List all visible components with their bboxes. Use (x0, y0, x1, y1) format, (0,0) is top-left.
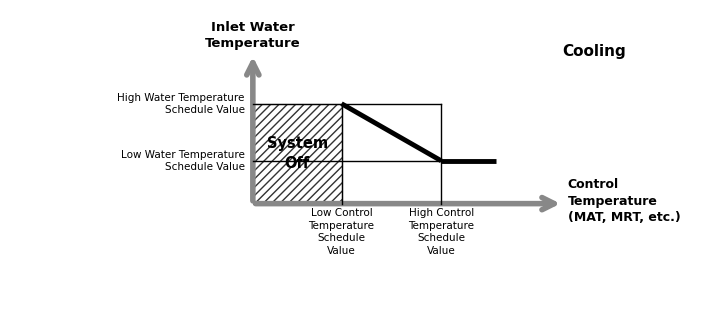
Text: High Control
Temperature
Schedule
Value: High Control Temperature Schedule Value (408, 208, 474, 256)
Text: Inlet Water
Temperature: Inlet Water Temperature (205, 21, 300, 50)
Text: High Water Temperature
Schedule Value: High Water Temperature Schedule Value (117, 92, 245, 115)
Text: Low Water Temperature
Schedule Value: Low Water Temperature Schedule Value (121, 150, 245, 172)
Text: Low Control
Temperature
Schedule
Value: Low Control Temperature Schedule Value (308, 208, 375, 256)
Polygon shape (253, 104, 342, 204)
Text: System
Off: System Off (267, 136, 327, 171)
Text: Control
Temperature
(MAT, MRT, etc.): Control Temperature (MAT, MRT, etc.) (568, 178, 681, 224)
Text: Cooling: Cooling (562, 44, 626, 59)
